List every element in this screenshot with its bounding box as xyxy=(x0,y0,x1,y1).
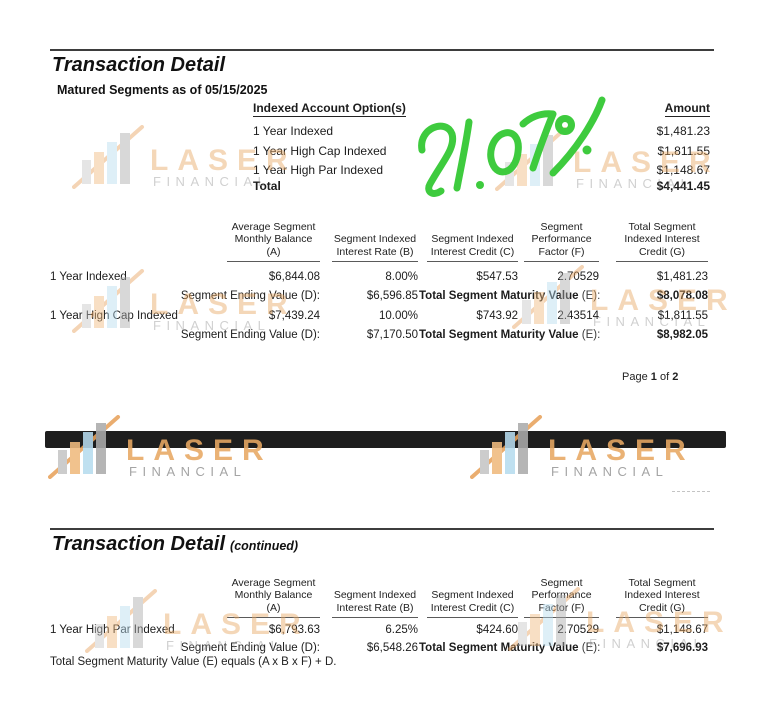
summary-row-label: 1 Year High Cap Indexed xyxy=(253,144,387,158)
maturity-label: Total Segment Maturity Value (E): xyxy=(419,642,601,654)
segment-ending-value: $6,596.85 xyxy=(366,290,418,302)
summary-total-label: Total xyxy=(253,179,281,193)
watermark-bar-icon xyxy=(107,142,117,184)
summary-row-amount: $1,811.55 xyxy=(657,144,711,158)
maturity-label: Total Segment Maturity Value (E): xyxy=(419,290,601,302)
col-header-total-credit: Total Segment Indexed Interest Credit (G… xyxy=(616,577,708,618)
interest-rate-value: 8.00% xyxy=(385,271,418,283)
segment-ending-label: Segment Ending Value (D): xyxy=(180,642,320,654)
detail-row-label: 1 Year High Par Indexed xyxy=(50,624,175,636)
watermark-financial-text: FINANCIAL xyxy=(551,464,668,479)
interest-credit-value: $547.53 xyxy=(476,271,518,283)
detail-row-label: 1 Year High Cap Indexed xyxy=(50,310,178,322)
continued-label: (continued) xyxy=(230,539,299,553)
watermark-diagonal-icon xyxy=(72,125,144,189)
performance-factor-value: 2.70529 xyxy=(557,624,599,636)
total-credit-value: $1,811.55 xyxy=(657,310,708,322)
watermark-bar-icon xyxy=(530,144,540,186)
summary-row-label: 1 Year Indexed xyxy=(253,124,334,138)
summary-total-amount: $4,441.45 xyxy=(656,179,710,193)
page-title-text: Transaction Detail xyxy=(52,54,226,76)
performance-factor-value: 2.43514 xyxy=(557,310,599,322)
interest-rate-value: 10.00% xyxy=(378,310,418,322)
summary-row-amount: $1,481.23 xyxy=(656,124,710,138)
maturity-value: $8,982.05 xyxy=(656,329,708,341)
matured-segments-subtitle: Matured Segments as of 05/15/2025 xyxy=(57,83,268,97)
watermark-bar-icon xyxy=(82,160,91,184)
summary-amount-header: Amount xyxy=(590,101,710,117)
page-title-text: Transaction Detail xyxy=(52,533,226,555)
maturity-label-bold: Total Segment Maturity Value xyxy=(419,290,579,302)
avg-balance-value: $6,793.63 xyxy=(268,624,320,636)
total-credit-value: $1,481.23 xyxy=(656,271,708,283)
segment-ending-value: $6,548.26 xyxy=(366,642,418,654)
percent-top-circle xyxy=(555,115,575,135)
detail-table-header-row: Average Segment Monthly Balance (A) Segm… xyxy=(0,576,780,618)
total-credit-value: $1,148.67 xyxy=(656,624,708,636)
detail-table-header-row: Average Segment Monthly Balance (A) Segm… xyxy=(0,220,780,262)
summary-row-label: 1 Year High Par Indexed xyxy=(253,163,384,177)
maturity-label-bold: Total Segment Maturity Value xyxy=(419,642,579,654)
segment-ending-value: $7,170.50 xyxy=(366,329,418,341)
handwritten-percentage-annotation xyxy=(418,96,606,197)
col-header-interest-credit: Segment Indexed Interest Credit (C) xyxy=(427,589,518,618)
summary-row-amount: $1,148.67 xyxy=(656,163,710,177)
maturity-label-bold: Total Segment Maturity Value xyxy=(419,329,579,341)
avg-balance-value: $6,844.08 xyxy=(268,271,320,283)
maturity-label-suffix: (E): xyxy=(581,290,601,302)
maturity-formula-footnote: Total Segment Maturity Value (E) equals … xyxy=(50,656,337,668)
maturity-label-suffix: (E): xyxy=(581,329,601,341)
summary-option-header: Indexed Account Option(s) xyxy=(253,101,406,117)
col-header-avg-balance: Average Segment Monthly Balance (A) xyxy=(227,221,320,262)
col-header-interest-rate: Segment Indexed Interest Rate (B) xyxy=(332,589,418,618)
watermark-bar-icon xyxy=(120,133,130,184)
interest-credit-value: $424.60 xyxy=(476,624,518,636)
watermark-diagonal-icon xyxy=(495,127,567,191)
col-header-interest-credit: Segment Indexed Interest Credit (C) xyxy=(427,233,518,262)
watermark-bar-icon xyxy=(58,450,67,474)
maturity-label-suffix: (E): xyxy=(581,642,601,654)
maturity-value: $7,696.93 xyxy=(656,642,708,654)
page-separator-bar xyxy=(45,431,726,448)
col-header-total-credit: Total Segment Indexed Interest Credit (G… xyxy=(616,221,708,262)
performance-factor-value: 2.70529 xyxy=(557,271,599,283)
page-current-number: 1 xyxy=(650,371,657,383)
detail-row-label: 1 Year Indexed xyxy=(50,271,127,283)
decimal-point xyxy=(476,181,484,189)
watermark-bar-icon xyxy=(505,162,514,186)
scan-artifact-dashes xyxy=(672,491,710,492)
digit-1-stroke xyxy=(453,118,473,192)
col-header-performance-factor: Segment Performance Factor (F) xyxy=(524,221,599,262)
page-title-continued: Transaction Detail (continued) xyxy=(52,533,298,556)
watermark-bar-icon xyxy=(543,135,553,186)
page-total-number: 2 xyxy=(672,371,679,383)
maturity-label: Total Segment Maturity Value (E): xyxy=(419,329,601,341)
digit-7-stroke xyxy=(519,110,557,172)
col-header-avg-balance: Average Segment Monthly Balance (A) xyxy=(227,577,320,618)
page-indicator: Page 1 of 2 xyxy=(622,371,678,383)
summary-amount-header-text: Amount xyxy=(664,101,710,117)
summary-option-header-text: Indexed Account Option(s) xyxy=(253,101,406,117)
watermark-bar-icon xyxy=(517,154,527,186)
watermark-bar-icon xyxy=(480,450,489,474)
avg-balance-value: $7,439.24 xyxy=(268,310,320,322)
watermark-financial-text: FINANCIAL xyxy=(129,464,246,479)
segment-ending-label: Segment Ending Value (D): xyxy=(180,290,320,302)
watermark-bar-icon xyxy=(94,152,104,184)
of-word: of xyxy=(659,371,670,383)
col-header-performance-factor: Segment Performance Factor (F) xyxy=(524,577,599,618)
section-divider-line xyxy=(50,528,714,530)
segment-ending-label: Segment Ending Value (D): xyxy=(180,329,320,341)
page-title: Transaction Detail xyxy=(52,54,225,77)
digit-2-stroke xyxy=(418,122,457,197)
section-divider-line xyxy=(50,49,714,51)
digit-0-stroke xyxy=(487,129,522,176)
interest-credit-value: $743.92 xyxy=(476,310,518,322)
maturity-value: $8,078.08 xyxy=(656,290,708,302)
page-word: Page xyxy=(622,371,648,383)
col-header-interest-rate: Segment Indexed Interest Rate (B) xyxy=(332,233,418,262)
interest-rate-value: 6.25% xyxy=(385,624,418,636)
